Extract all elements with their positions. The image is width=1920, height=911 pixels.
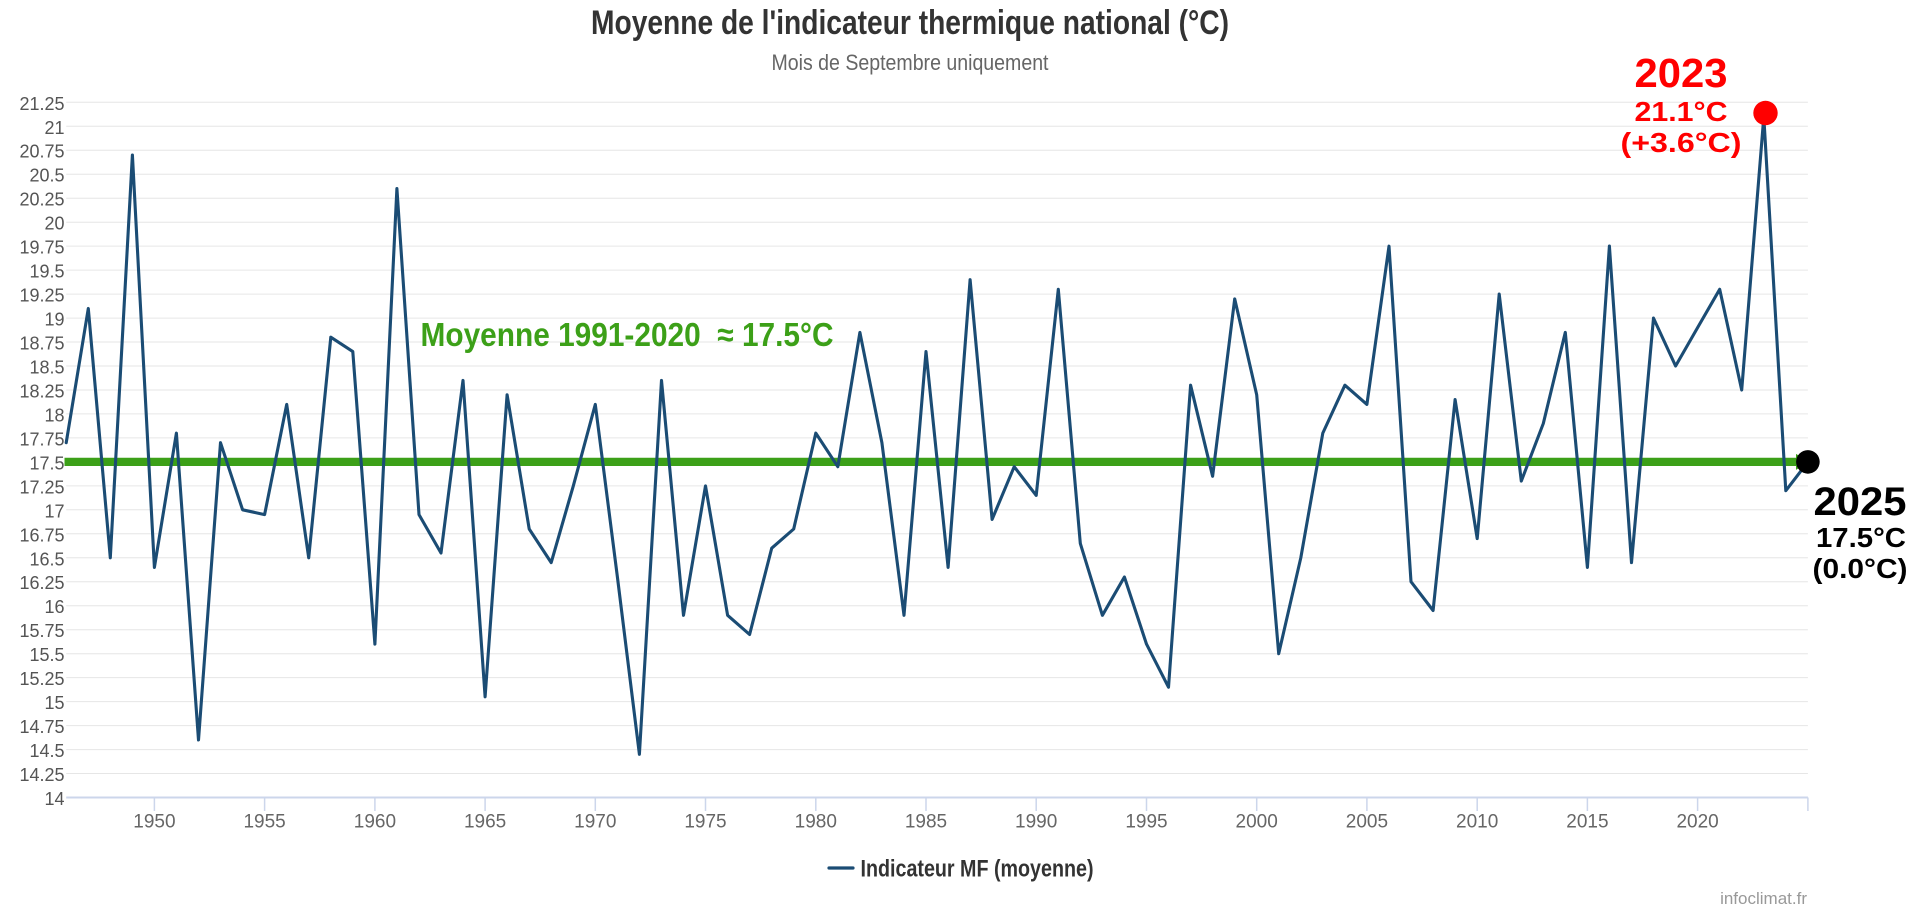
svg-text:16.25: 16.25 [19, 573, 64, 593]
svg-text:1965: 1965 [464, 812, 506, 833]
svg-text:2015: 2015 [1566, 812, 1608, 833]
svg-text:1985: 1985 [905, 812, 947, 833]
svg-text:15.25: 15.25 [19, 669, 64, 689]
svg-text:18.5: 18.5 [29, 358, 64, 378]
svg-text:2005: 2005 [1346, 812, 1388, 833]
svg-text:19: 19 [44, 310, 64, 330]
svg-text:18.75: 18.75 [19, 334, 64, 354]
svg-text:2025: 2025 [1814, 480, 1907, 524]
svg-text:1955: 1955 [243, 812, 285, 833]
svg-text:18: 18 [44, 405, 64, 425]
svg-text:17: 17 [44, 501, 64, 521]
svg-text:18.25: 18.25 [19, 382, 64, 402]
svg-text:15.75: 15.75 [19, 621, 64, 641]
svg-text:1950: 1950 [133, 812, 175, 833]
svg-text:(0.0°C): (0.0°C) [1813, 553, 1908, 584]
svg-text:2010: 2010 [1456, 812, 1498, 833]
svg-text:Moyenne 1991-2020 ≈ 17.5°C: Moyenne 1991-2020 ≈ 17.5°C [421, 316, 834, 353]
svg-text:20.5: 20.5 [29, 166, 64, 186]
svg-text:1990: 1990 [1015, 812, 1057, 833]
svg-text:Mois de Septembre uniquement: Mois de Septembre uniquement [772, 50, 1049, 75]
svg-text:15: 15 [44, 693, 64, 713]
svg-text:21: 21 [44, 118, 64, 138]
svg-text:1960: 1960 [354, 812, 396, 833]
svg-text:17.5°C: 17.5°C [1816, 522, 1906, 553]
svg-text:2000: 2000 [1236, 812, 1278, 833]
svg-text:15.5: 15.5 [29, 645, 64, 665]
svg-text:2023: 2023 [1635, 50, 1728, 96]
svg-text:20: 20 [44, 214, 64, 234]
svg-text:17.5: 17.5 [29, 453, 64, 473]
svg-text:21.25: 21.25 [19, 94, 64, 114]
svg-text:14.25: 14.25 [19, 765, 64, 785]
svg-text:19.25: 19.25 [19, 286, 64, 306]
svg-text:20.75: 20.75 [19, 142, 64, 162]
svg-text:19.75: 19.75 [19, 238, 64, 258]
svg-text:16: 16 [44, 597, 64, 617]
svg-text:16.5: 16.5 [29, 549, 64, 569]
svg-text:17.75: 17.75 [19, 429, 64, 449]
svg-text:2020: 2020 [1676, 812, 1718, 833]
svg-text:(+3.6°C): (+3.6°C) [1621, 127, 1742, 158]
svg-text:1980: 1980 [795, 812, 837, 833]
svg-text:Moyenne de l'indicateur thermi: Moyenne de l'indicateur thermique nation… [591, 4, 1229, 42]
svg-text:16.75: 16.75 [19, 525, 64, 545]
svg-text:17.25: 17.25 [19, 477, 64, 497]
svg-text:14.75: 14.75 [19, 717, 64, 737]
svg-text:infoclimat.fr: infoclimat.fr [1720, 889, 1807, 908]
svg-text:1975: 1975 [684, 812, 726, 833]
svg-text:19.5: 19.5 [29, 262, 64, 282]
svg-text:14.5: 14.5 [29, 741, 64, 761]
svg-text:21.1°C: 21.1°C [1635, 96, 1728, 127]
svg-text:Indicateur MF (moyenne): Indicateur MF (moyenne) [861, 856, 1094, 883]
svg-text:1995: 1995 [1125, 812, 1167, 833]
svg-text:14: 14 [44, 789, 64, 809]
svg-text:20.25: 20.25 [19, 190, 64, 210]
svg-text:1970: 1970 [574, 812, 616, 833]
